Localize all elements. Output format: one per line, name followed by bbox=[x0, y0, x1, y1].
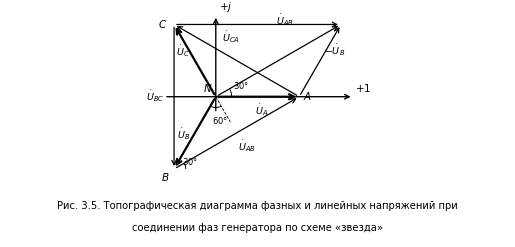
Text: Рис. 3.5. Топографическая диаграмма фазных и линейных напряжений при: Рис. 3.5. Топографическая диаграмма фазн… bbox=[57, 201, 458, 211]
Text: соединении фаз генератора по схеме «звезда»: соединении фаз генератора по схеме «звез… bbox=[132, 223, 383, 233]
Text: $\dot{U}_{CA}$: $\dot{U}_{CA}$ bbox=[221, 29, 239, 45]
Text: $N$: $N$ bbox=[203, 82, 213, 94]
Text: $\dot{U}_B$: $\dot{U}_B$ bbox=[177, 127, 190, 142]
Text: $+1$: $+1$ bbox=[355, 82, 371, 94]
Text: $\dot{U}_{AB}$: $\dot{U}_{AB}$ bbox=[276, 13, 294, 28]
Text: $60°$: $60°$ bbox=[213, 115, 229, 126]
Text: $\dot{U}_{AB}$: $\dot{U}_{AB}$ bbox=[238, 139, 255, 154]
Text: $C$: $C$ bbox=[158, 18, 167, 30]
Text: $-\dot{U}_B$: $-\dot{U}_B$ bbox=[324, 42, 346, 58]
Text: $\dot{U}_C$: $\dot{U}_C$ bbox=[176, 43, 190, 59]
Text: $+j$: $+j$ bbox=[219, 0, 233, 14]
Text: $B$: $B$ bbox=[161, 171, 170, 183]
Text: $\dot{U}_{BC}$: $\dot{U}_{BC}$ bbox=[146, 89, 164, 104]
Text: $30°$: $30°$ bbox=[182, 156, 198, 167]
Text: $A$: $A$ bbox=[303, 90, 312, 102]
Text: $30°$: $30°$ bbox=[233, 80, 249, 91]
Text: $\dot{U}_A$: $\dot{U}_A$ bbox=[255, 103, 268, 118]
